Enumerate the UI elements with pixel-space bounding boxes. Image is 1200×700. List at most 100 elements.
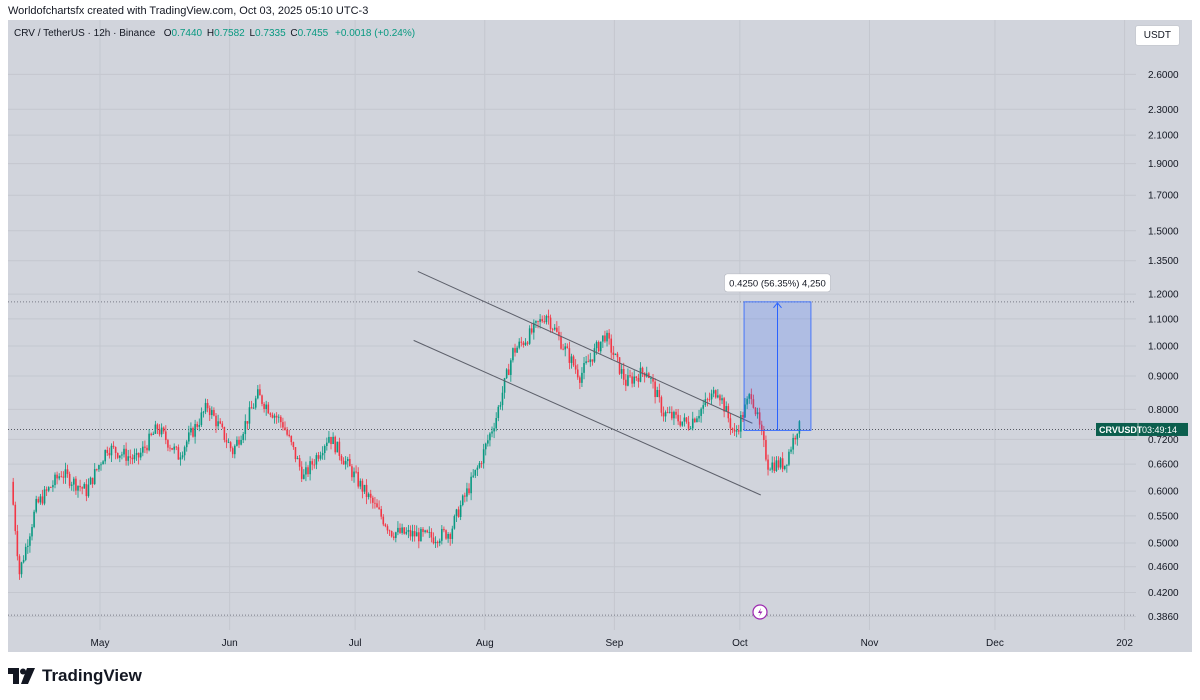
candle bbox=[87, 478, 90, 498]
candle bbox=[474, 469, 477, 479]
y-tick-label: 0.3860 bbox=[1148, 612, 1179, 623]
candle-body bbox=[219, 421, 221, 424]
price-chart[interactable]: 0.4250 (56.35%) 4,250 2.6000 2.3000 2.1000… bbox=[8, 20, 1192, 652]
candle bbox=[497, 404, 500, 422]
candle bbox=[484, 442, 487, 456]
candle bbox=[323, 444, 326, 460]
candle-body bbox=[175, 446, 178, 448]
candle bbox=[395, 531, 397, 543]
candle bbox=[719, 393, 721, 406]
candle bbox=[541, 315, 544, 323]
candle bbox=[543, 315, 546, 324]
candle-body bbox=[648, 373, 650, 379]
candle-body bbox=[765, 440, 767, 460]
candle bbox=[714, 389, 717, 399]
candle-body bbox=[125, 448, 127, 461]
candle-body bbox=[374, 502, 376, 504]
candle bbox=[399, 523, 401, 534]
y-tick-label: 1.3500 bbox=[1148, 256, 1179, 267]
candle-body bbox=[744, 404, 746, 418]
candle bbox=[677, 408, 679, 425]
candle-body bbox=[282, 422, 284, 428]
candle bbox=[510, 358, 512, 382]
candle-body bbox=[73, 478, 75, 485]
candle-body bbox=[246, 421, 249, 424]
candle-body bbox=[321, 453, 324, 456]
candle-body bbox=[261, 395, 263, 404]
candle-body bbox=[606, 332, 608, 342]
candle-body bbox=[449, 533, 452, 539]
candle bbox=[238, 436, 240, 448]
candle bbox=[631, 372, 633, 388]
candle bbox=[635, 375, 638, 381]
candle-body bbox=[194, 424, 196, 437]
candle-body bbox=[533, 322, 535, 333]
candle bbox=[449, 532, 452, 546]
candle-body bbox=[156, 424, 159, 430]
candle-body bbox=[376, 503, 378, 508]
candle bbox=[290, 435, 293, 446]
high-value: 0.7582 bbox=[214, 28, 245, 39]
candle-body bbox=[549, 317, 552, 329]
currency-button[interactable]: USDT bbox=[1134, 25, 1180, 46]
candle bbox=[173, 443, 175, 454]
candle-body bbox=[497, 406, 500, 418]
candle-body bbox=[560, 336, 562, 349]
candle-body bbox=[269, 413, 272, 415]
candle bbox=[530, 323, 533, 335]
candle bbox=[783, 465, 786, 471]
candle bbox=[704, 392, 707, 407]
candle-body bbox=[349, 458, 351, 467]
candle-body bbox=[401, 527, 403, 533]
candle-body bbox=[556, 327, 558, 332]
candle bbox=[275, 412, 278, 424]
candle-body bbox=[14, 504, 17, 532]
flash-icon[interactable] bbox=[752, 604, 768, 620]
candle-body bbox=[558, 331, 560, 337]
candle bbox=[123, 445, 125, 458]
candle-body bbox=[390, 531, 393, 537]
candle bbox=[507, 363, 510, 376]
candle-body bbox=[666, 412, 669, 413]
candle bbox=[493, 422, 495, 439]
candle-body bbox=[66, 469, 69, 474]
candle-body bbox=[639, 367, 642, 382]
x-tick-label: 202 bbox=[1116, 638, 1133, 649]
candle-body bbox=[737, 430, 740, 432]
candle bbox=[535, 320, 537, 328]
candle-body bbox=[213, 410, 215, 416]
candle-body bbox=[252, 407, 255, 409]
candle bbox=[767, 454, 769, 476]
candle-body bbox=[507, 369, 510, 375]
candle bbox=[648, 371, 650, 379]
candle-body bbox=[150, 433, 152, 435]
candle bbox=[336, 441, 339, 453]
candle bbox=[480, 461, 483, 468]
candle-body bbox=[627, 375, 629, 386]
candle bbox=[43, 486, 46, 506]
candle bbox=[162, 426, 165, 434]
candle bbox=[725, 401, 728, 412]
candle bbox=[390, 530, 393, 538]
candle-body bbox=[206, 402, 209, 409]
candle-body bbox=[62, 476, 65, 478]
candle-body bbox=[510, 360, 512, 375]
horizontal-lines bbox=[8, 301, 1136, 616]
candle-body bbox=[378, 507, 380, 510]
candle-body bbox=[731, 428, 734, 430]
candle-body bbox=[530, 328, 533, 333]
candle-body bbox=[610, 338, 613, 353]
candle bbox=[298, 455, 301, 471]
candle bbox=[160, 423, 163, 438]
chart-panel[interactable]: 0.4250 (56.35%) 4,250 2.6000 2.3000 2.1000… bbox=[8, 20, 1192, 652]
candle-body bbox=[309, 461, 311, 475]
candle-body bbox=[409, 529, 412, 537]
candle bbox=[344, 456, 347, 470]
candle bbox=[570, 353, 573, 369]
candle bbox=[434, 536, 437, 548]
candle bbox=[374, 496, 376, 509]
measure-label-box bbox=[724, 273, 831, 293]
candle bbox=[240, 435, 242, 446]
candle-body bbox=[110, 445, 113, 456]
candle bbox=[150, 432, 152, 437]
